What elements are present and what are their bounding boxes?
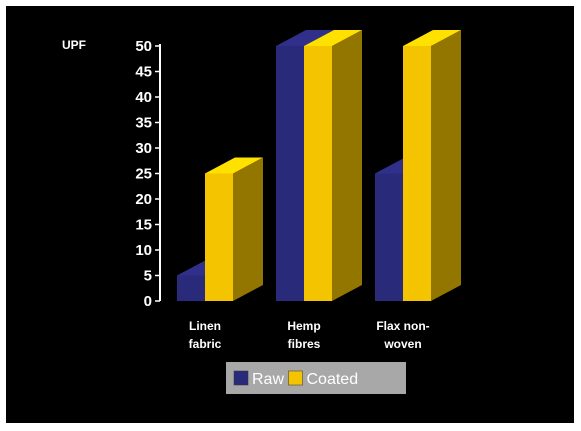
category-labels: Linen fabric Hemp fibres Flax non-woven bbox=[189, 319, 430, 351]
y-tick-label: 30 bbox=[135, 140, 152, 157]
y-tick-label: 40 bbox=[135, 89, 152, 106]
bar-side-face bbox=[431, 30, 461, 301]
y-tick-label: 50 bbox=[135, 38, 152, 55]
bar-side-face bbox=[332, 30, 362, 301]
y-axis-label: UPF bbox=[62, 38, 86, 52]
bars-layer bbox=[177, 30, 461, 301]
legend: Raw Coated bbox=[226, 362, 406, 394]
y-tick-label: 15 bbox=[135, 217, 152, 234]
bar-top-face bbox=[304, 30, 362, 46]
y-tick-label: 5 bbox=[144, 268, 152, 285]
bar-coated-2 bbox=[304, 30, 362, 301]
bar-side-face bbox=[233, 157, 263, 301]
y-tick-label: 10 bbox=[135, 242, 152, 259]
axis-layer: 0 5 10 15 20 25 30 35 40 45 50 bbox=[135, 38, 161, 310]
y-tick-label: 25 bbox=[135, 166, 152, 183]
category-label: Flax non- bbox=[376, 319, 429, 333]
bar-front-face bbox=[177, 275, 205, 301]
legend-label: Coated bbox=[307, 371, 359, 388]
bar-front-face bbox=[375, 173, 403, 301]
bar-front-face bbox=[403, 46, 431, 301]
category-label: Hemp bbox=[287, 319, 320, 333]
legend-swatch bbox=[233, 370, 249, 386]
bar-top-face bbox=[276, 30, 334, 46]
category-label: woven bbox=[383, 337, 421, 351]
legend-box bbox=[226, 362, 406, 394]
legend-swatch bbox=[288, 370, 303, 386]
y-tick-label: 35 bbox=[135, 115, 152, 132]
y-tick-label: 20 bbox=[135, 191, 152, 208]
bar-top-face bbox=[205, 157, 263, 174]
legend-label: Raw bbox=[252, 371, 284, 388]
category-label: Linen bbox=[189, 319, 221, 333]
y-tick-label: 0 bbox=[144, 293, 152, 310]
bar-coated-3 bbox=[403, 30, 461, 301]
category-label: fibres bbox=[288, 337, 321, 351]
bar-front-face bbox=[205, 173, 233, 301]
y-tick-label: 45 bbox=[135, 64, 152, 81]
category-label: fabric bbox=[189, 337, 222, 351]
bar-coated-1 bbox=[205, 157, 263, 301]
bar-front-face bbox=[304, 46, 332, 301]
bar-top-face bbox=[403, 30, 461, 46]
bar-front-face bbox=[276, 46, 304, 301]
